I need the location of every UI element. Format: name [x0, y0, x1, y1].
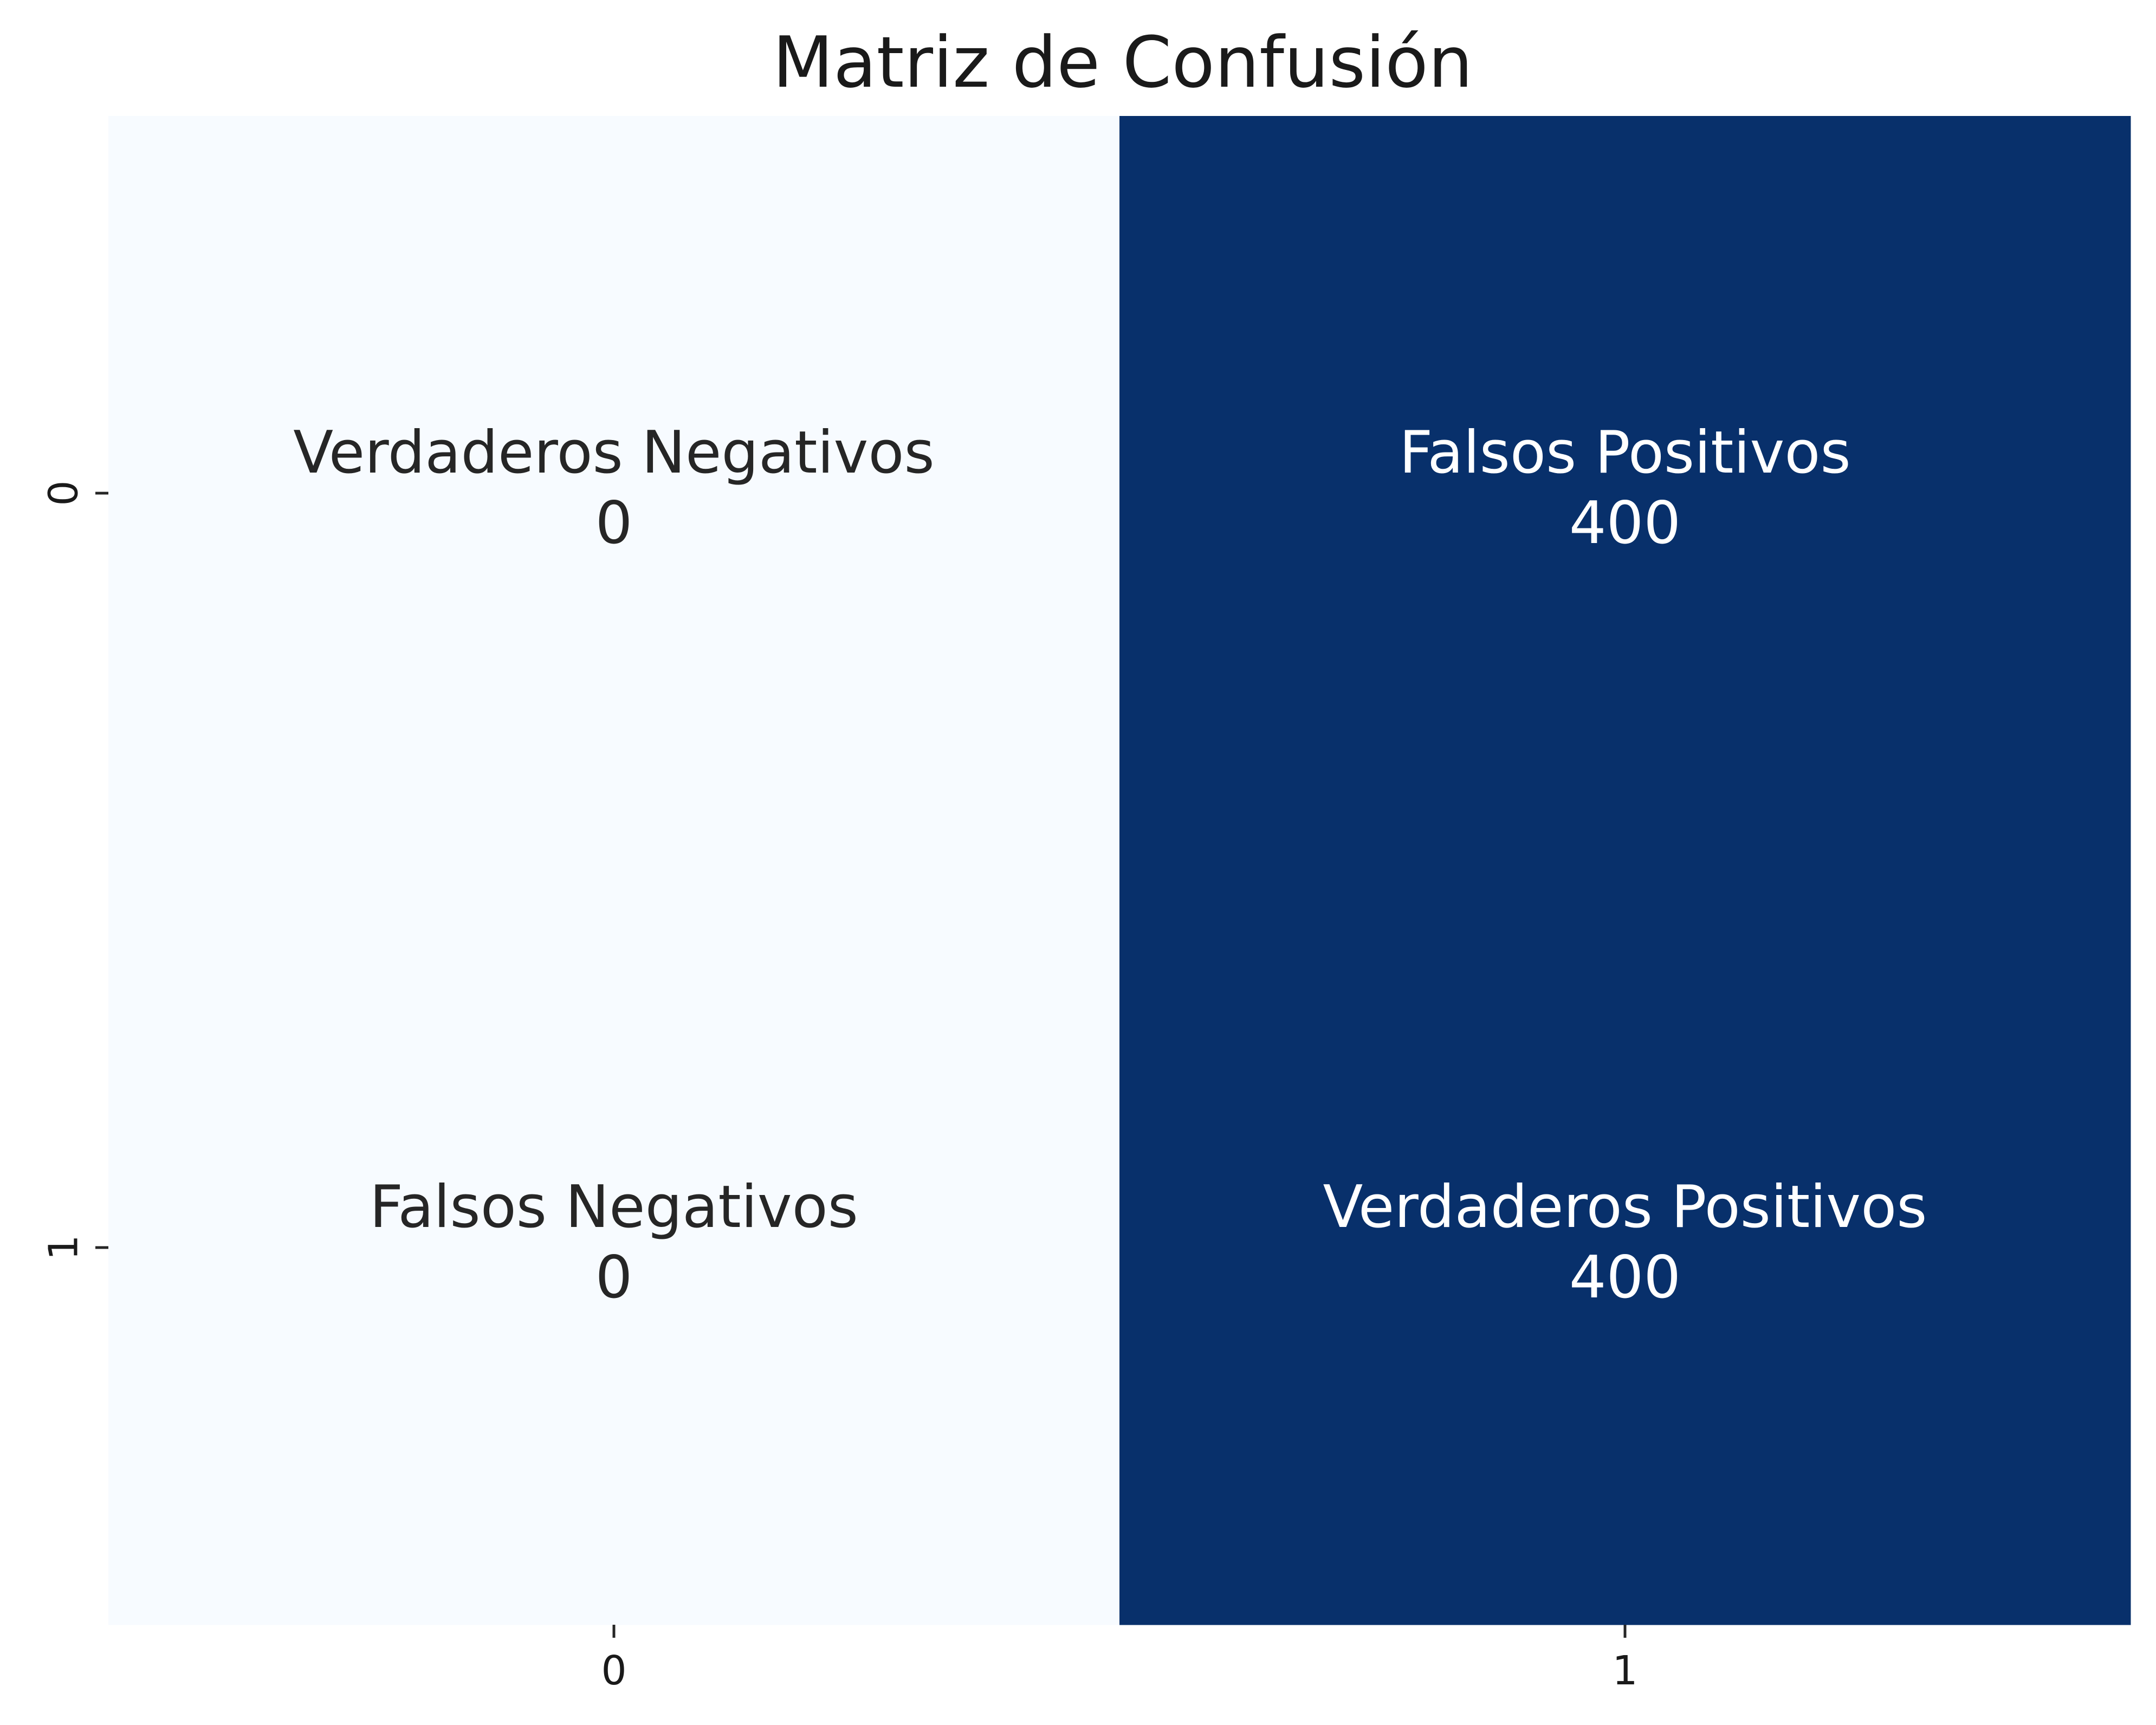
- heatmap-cell-r0-c0: [108, 116, 1120, 871]
- cell-value-r1-c1: 400: [1569, 1244, 1681, 1311]
- cell-label-r0-c1: Falsos Positivos: [1399, 419, 1851, 487]
- heatmap-cell-r0-c1: [1119, 116, 2131, 871]
- cell-value-r0-c1: 400: [1569, 489, 1681, 557]
- heatmap-cell-r1-c1: [1119, 870, 2131, 1625]
- cell-value-r1-c0: 0: [595, 1244, 633, 1311]
- cell-label-r1-c1: Verdaderos Positivos: [1323, 1173, 1927, 1241]
- cell-value-r0-c0: 0: [595, 489, 633, 557]
- cell-label-r0-c0: Verdaderos Negativos: [293, 419, 934, 487]
- y-tick-label-0: 0: [41, 480, 87, 506]
- chart-title: Matriz de Confusión: [773, 21, 1473, 104]
- x-tick-label-0: 0: [601, 1648, 626, 1694]
- y-tick-label-1: 1: [41, 1235, 87, 1260]
- heatmap-cell-r1-c0: [108, 870, 1120, 1625]
- cell-label-r1-c0: Falsos Negativos: [370, 1173, 858, 1241]
- heatmap-cells: [108, 116, 2131, 1625]
- x-tick-label-1: 1: [1612, 1648, 1637, 1694]
- y-axis: 01: [41, 480, 108, 1261]
